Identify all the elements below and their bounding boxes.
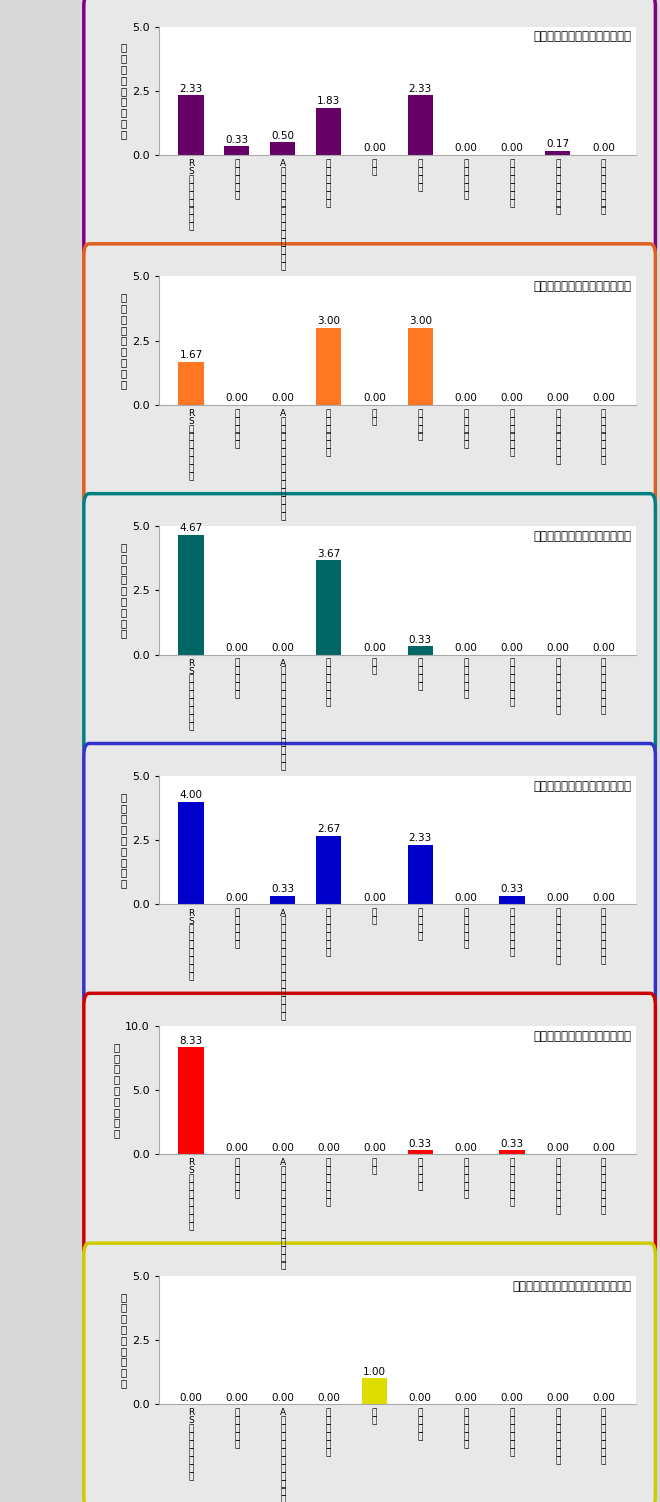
- Text: 8.33: 8.33: [180, 1036, 203, 1045]
- Text: 0.00: 0.00: [363, 143, 386, 153]
- Text: 0.00: 0.00: [455, 1392, 478, 1403]
- Text: 0.00: 0.00: [455, 1143, 478, 1152]
- Text: 西区の疾患別定点当たり報告数: 西区の疾患別定点当たり報告数: [533, 530, 631, 544]
- Text: 0.00: 0.00: [455, 394, 478, 403]
- Text: 堺区の疾患別定点当たり報告数: 堺区の疾患別定点当たり報告数: [533, 281, 631, 293]
- Text: 0.00: 0.00: [317, 1143, 340, 1152]
- Bar: [316, 837, 341, 904]
- Bar: [408, 646, 433, 655]
- Text: 0.33: 0.33: [409, 635, 432, 644]
- Text: 0.00: 0.00: [226, 1392, 248, 1403]
- Text: 0.00: 0.00: [271, 1392, 294, 1403]
- Text: 北区の疾患別定点当たり報告数: 北区の疾患別定点当たり報告数: [533, 30, 631, 44]
- Text: 0.00: 0.00: [592, 643, 615, 653]
- Text: 4.67: 4.67: [180, 523, 203, 533]
- Bar: [362, 1379, 387, 1404]
- Bar: [316, 108, 341, 155]
- Text: 0.00: 0.00: [363, 394, 386, 403]
- Text: 0.00: 0.00: [592, 143, 615, 153]
- Text: 0.00: 0.00: [592, 1143, 615, 1152]
- Text: 0.00: 0.00: [546, 1392, 569, 1403]
- Bar: [316, 560, 341, 655]
- Text: 0.00: 0.00: [546, 1143, 569, 1152]
- Text: 0.50: 0.50: [271, 131, 294, 141]
- Text: 0.00: 0.00: [500, 143, 523, 153]
- Bar: [545, 150, 570, 155]
- Text: 4.00: 4.00: [180, 790, 203, 801]
- Text: 0.00: 0.00: [271, 643, 294, 653]
- Text: 0.33: 0.33: [500, 885, 523, 894]
- Bar: [500, 897, 525, 904]
- Text: 0.00: 0.00: [180, 1392, 203, 1403]
- Text: 0.00: 0.00: [409, 1392, 432, 1403]
- Text: 0.17: 0.17: [546, 140, 570, 149]
- Text: 0.00: 0.00: [546, 643, 569, 653]
- Text: 0.33: 0.33: [409, 1139, 432, 1149]
- Y-axis label: 定
点
当
た
り
の
報
告
数: 定 点 当 た り の 報 告 数: [120, 293, 127, 389]
- Text: 0.00: 0.00: [363, 643, 386, 653]
- Text: 南区の疾患別定点当たり報告数: 南区の疾患別定点当たり報告数: [533, 1030, 631, 1042]
- Text: 0.00: 0.00: [363, 1143, 386, 1152]
- Y-axis label: 定
点
当
た
り
の
報
告
数: 定 点 当 た り の 報 告 数: [120, 42, 127, 140]
- Bar: [408, 844, 433, 904]
- Text: 0.00: 0.00: [500, 1392, 523, 1403]
- Y-axis label: 定
点
当
た
り
の
報
告
数: 定 点 当 た り の 報 告 数: [120, 1292, 127, 1388]
- Text: 0.00: 0.00: [271, 394, 294, 403]
- Text: 0.00: 0.00: [500, 643, 523, 653]
- Text: 1.67: 1.67: [180, 350, 203, 360]
- Text: 0.00: 0.00: [226, 1143, 248, 1152]
- Bar: [408, 95, 433, 155]
- Bar: [408, 327, 433, 404]
- Bar: [178, 1047, 204, 1154]
- Text: 1.00: 1.00: [363, 1367, 386, 1377]
- Text: 3.00: 3.00: [317, 317, 340, 326]
- Bar: [270, 897, 295, 904]
- Text: 3.00: 3.00: [409, 317, 432, 326]
- Bar: [408, 1151, 433, 1154]
- Text: 0.00: 0.00: [500, 394, 523, 403]
- Bar: [178, 95, 204, 155]
- Text: 3.67: 3.67: [317, 548, 340, 559]
- Text: 0.00: 0.00: [592, 394, 615, 403]
- Bar: [270, 143, 295, 155]
- Y-axis label: 定
点
当
た
り
の
報
告
数: 定 点 当 た り の 報 告 数: [114, 1042, 119, 1139]
- Bar: [178, 802, 204, 904]
- Bar: [178, 535, 204, 655]
- Text: 0.00: 0.00: [271, 1143, 294, 1152]
- Text: 0.00: 0.00: [546, 394, 569, 403]
- Text: 2.33: 2.33: [180, 84, 203, 93]
- Text: 0.33: 0.33: [500, 1139, 523, 1149]
- Text: 0.00: 0.00: [455, 643, 478, 653]
- Text: 0.00: 0.00: [455, 892, 478, 903]
- Text: 0.33: 0.33: [271, 885, 294, 894]
- Text: 0.00: 0.00: [455, 143, 478, 153]
- Text: 0.33: 0.33: [225, 135, 248, 144]
- Text: 0.00: 0.00: [592, 1392, 615, 1403]
- Bar: [316, 327, 341, 404]
- Text: 0.00: 0.00: [317, 1392, 340, 1403]
- Text: 0.00: 0.00: [592, 892, 615, 903]
- Bar: [178, 362, 204, 404]
- Text: 0.00: 0.00: [226, 892, 248, 903]
- Text: 東・美原区の疾患別定点当たり報告数: 東・美原区の疾患別定点当たり報告数: [512, 1280, 631, 1293]
- Text: 0.00: 0.00: [363, 892, 386, 903]
- Text: 中区の疾患別定点当たり報告数: 中区の疾患別定点当たり報告数: [533, 780, 631, 793]
- Text: 2.33: 2.33: [409, 84, 432, 93]
- Text: 0.00: 0.00: [226, 394, 248, 403]
- Y-axis label: 定
点
当
た
り
の
報
告
数: 定 点 当 た り の 報 告 数: [120, 792, 127, 889]
- Text: 2.67: 2.67: [317, 825, 340, 834]
- Y-axis label: 定
点
当
た
り
の
報
告
数: 定 点 当 た り の 報 告 数: [120, 542, 127, 638]
- Bar: [224, 147, 249, 155]
- Text: 1.83: 1.83: [317, 96, 340, 107]
- Text: 0.00: 0.00: [226, 643, 248, 653]
- Text: 2.33: 2.33: [409, 834, 432, 843]
- Bar: [500, 1151, 525, 1154]
- Text: 0.00: 0.00: [546, 892, 569, 903]
